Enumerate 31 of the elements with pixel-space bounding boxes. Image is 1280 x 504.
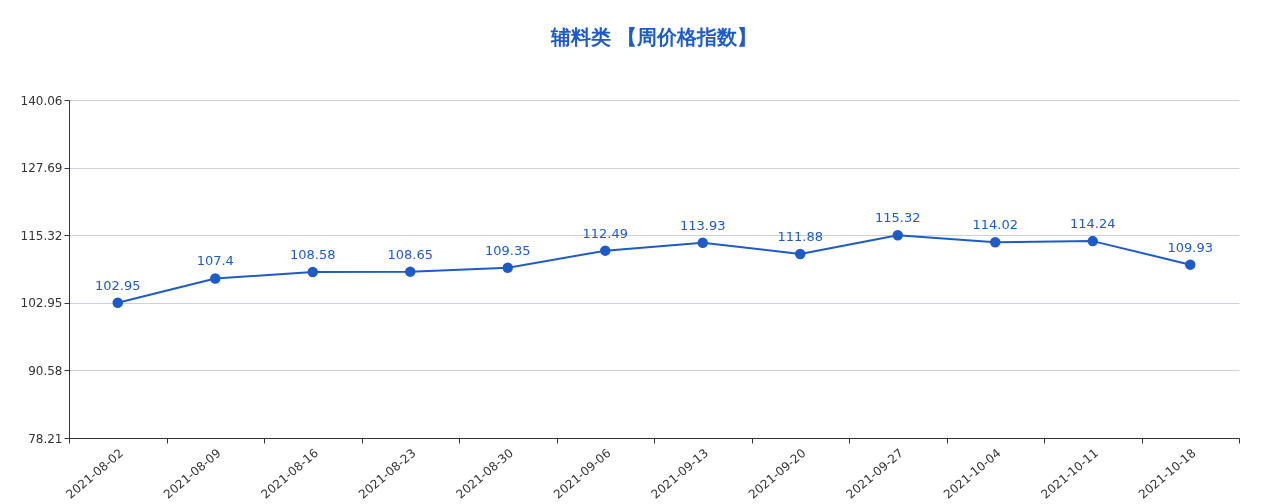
data-label: 112.49 bbox=[582, 225, 628, 241]
y-tick-label: 127.69 bbox=[20, 161, 63, 176]
y-tick-label: 140.06 bbox=[20, 93, 63, 108]
point bbox=[795, 248, 806, 260]
chart-title: 辅料类 【周价格指数】 bbox=[549, 25, 758, 49]
point bbox=[405, 266, 416, 277]
data-label: 115.32 bbox=[875, 210, 921, 226]
data-label: 114.24 bbox=[1070, 216, 1116, 232]
data-label: 109.93 bbox=[1167, 239, 1213, 255]
data-label: 107.4 bbox=[196, 253, 234, 269]
data-label: 114.02 bbox=[972, 217, 1018, 233]
data-label: 102.95 bbox=[95, 277, 141, 293]
point bbox=[892, 229, 903, 241]
y-tick-label: 115.32 bbox=[20, 228, 63, 243]
point bbox=[1185, 259, 1196, 270]
point bbox=[600, 245, 611, 256]
data-label: 109.35 bbox=[485, 242, 531, 258]
point bbox=[1087, 235, 1098, 247]
data-label: 113.93 bbox=[680, 217, 726, 233]
point bbox=[307, 266, 318, 278]
point bbox=[112, 297, 123, 309]
point bbox=[210, 273, 221, 284]
data-label: 111.88 bbox=[777, 229, 823, 244]
point bbox=[990, 237, 1001, 248]
point bbox=[697, 237, 708, 249]
y-tick-label: 102.95 bbox=[20, 296, 63, 311]
point bbox=[502, 262, 513, 274]
y-tick-label: 78.21 bbox=[28, 431, 63, 446]
y-tick-label: 90.58 bbox=[28, 363, 63, 378]
data-label: 108.65 bbox=[387, 246, 433, 262]
data-label: 108.58 bbox=[290, 247, 336, 263]
